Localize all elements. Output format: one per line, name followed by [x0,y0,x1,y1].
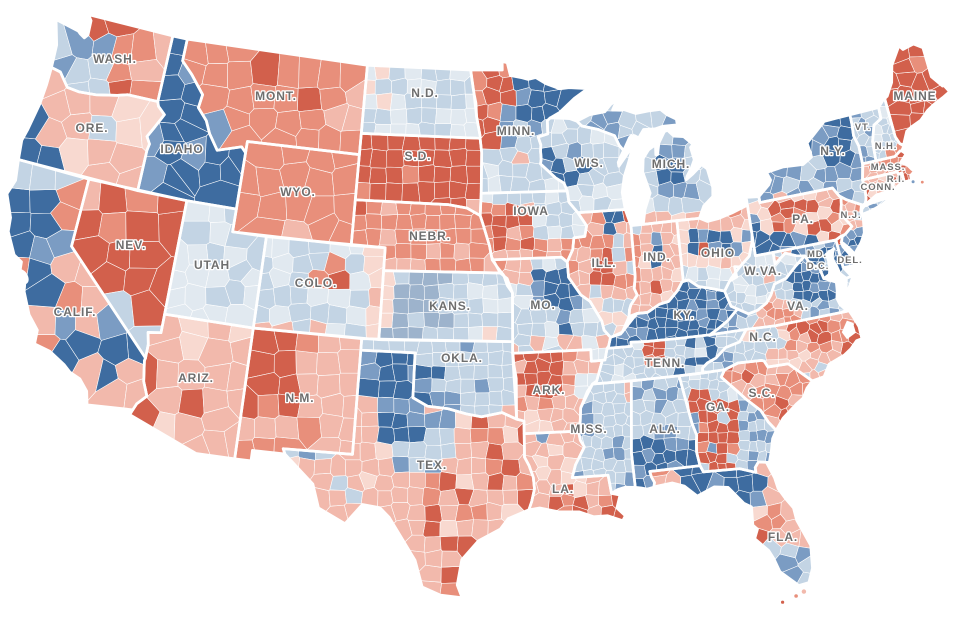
svg-text:OHIO: OHIO [701,246,735,260]
svg-text:MONT.: MONT. [255,89,297,103]
svg-text:ILL.: ILL. [592,256,617,270]
svg-text:N.M.: N.M. [286,391,315,405]
svg-text:S.C.: S.C. [749,386,776,400]
svg-text:D.C.: D.C. [807,261,830,272]
svg-text:FLA.: FLA. [768,530,798,544]
svg-text:GA.: GA. [706,400,730,414]
svg-text:PA.: PA. [792,212,814,226]
svg-text:MD.: MD. [807,249,827,260]
svg-text:ARIZ.: ARIZ. [178,371,214,385]
svg-text:KANS.: KANS. [429,299,471,313]
svg-text:R.I.: R.I. [887,174,905,185]
svg-text:WIS.: WIS. [574,156,604,170]
svg-text:NEV.: NEV. [116,238,147,252]
svg-text:MASS.: MASS. [871,162,906,173]
svg-text:N.Y.: N.Y. [820,144,846,158]
svg-text:N.C.: N.C. [749,330,777,344]
svg-text:N.H.: N.H. [875,141,898,152]
svg-text:VT.: VT. [855,122,871,133]
svg-text:MISS.: MISS. [570,422,607,436]
svg-text:ORE.: ORE. [76,121,109,135]
svg-text:LA.: LA. [552,482,574,496]
svg-text:CONN.: CONN. [860,182,895,193]
svg-text:ALA.: ALA. [649,422,681,436]
svg-text:IOWA: IOWA [513,204,549,218]
svg-text:VA.: VA. [787,299,809,313]
svg-text:IDAHO: IDAHO [160,142,203,156]
svg-text:TEX.: TEX. [417,458,447,472]
svg-text:KY.: KY. [673,308,694,322]
svg-text:WYO.: WYO. [280,185,316,199]
svg-text:MO.: MO. [530,298,555,312]
svg-text:OKLA.: OKLA. [441,351,483,365]
svg-text:MICH.: MICH. [652,157,691,171]
svg-text:UTAH: UTAH [194,258,230,272]
svg-text:NEBR.: NEBR. [409,229,451,243]
svg-text:ARK.: ARK. [533,383,566,397]
svg-text:W.VA.: W.VA. [744,264,782,278]
svg-text:CALIF.: CALIF. [54,305,97,319]
svg-text:S.D.: S.D. [405,149,432,163]
svg-text:COLO.: COLO. [295,276,338,290]
svg-text:DEL.: DEL. [837,255,862,266]
svg-text:WASH.: WASH. [93,52,137,66]
svg-text:N.D.: N.D. [411,86,439,100]
svg-text:IND.: IND. [643,250,671,264]
svg-text:MAINE: MAINE [893,89,936,103]
svg-text:MINN.: MINN. [497,124,536,138]
svg-text:TENN.: TENN. [645,356,686,370]
svg-text:N.J.: N.J. [840,210,861,221]
